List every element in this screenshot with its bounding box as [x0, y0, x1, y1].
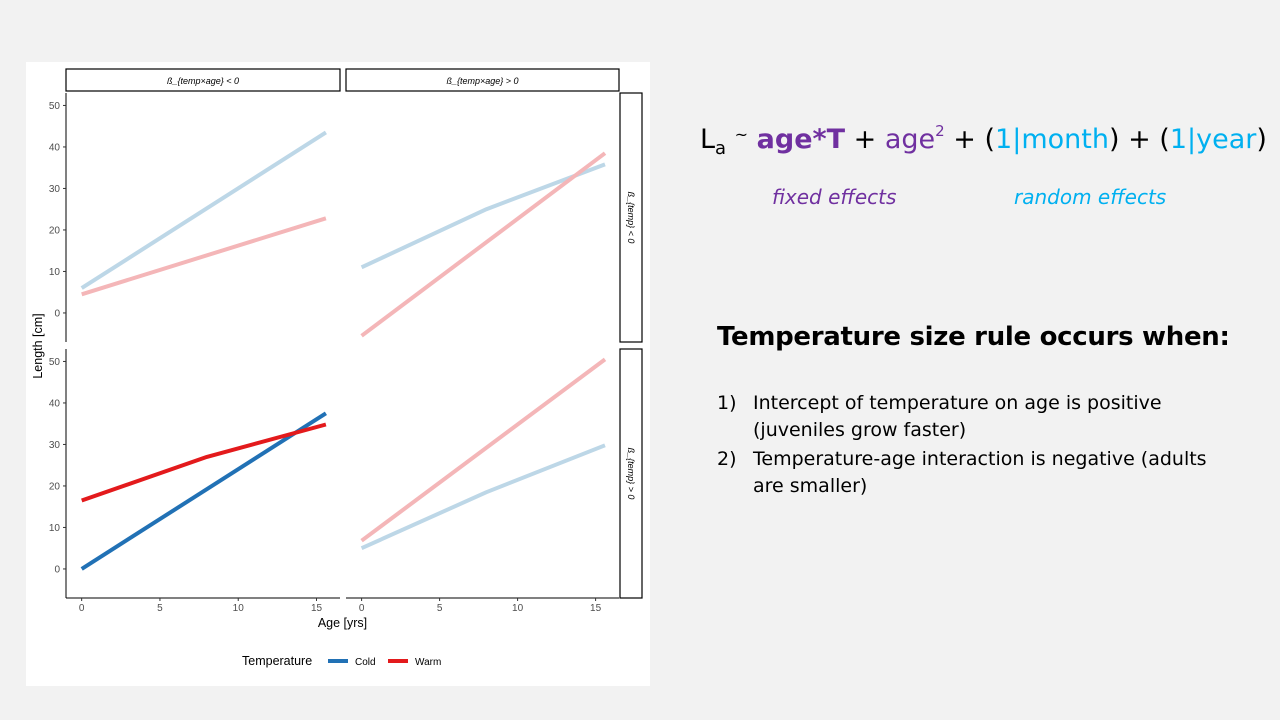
random-effects-label: random effects [1014, 185, 1167, 209]
y-tick-label: 10 [49, 267, 61, 278]
series-line-cold [360, 162, 606, 270]
formula-lhs-subscript: a [715, 138, 727, 159]
x-tick-label: 0 [359, 603, 365, 614]
y-tick-label: 20 [49, 481, 61, 492]
formula-quadratic-exponent: 2 [935, 122, 945, 140]
formula-fixed-interaction: age*T [756, 124, 846, 155]
legend-entry-label: Cold [355, 657, 376, 668]
chart-canvas: ß_{temp×age} < 0 ß_{temp×age} > 0 ß_{temp}… [31, 68, 643, 668]
series-line-cold [360, 443, 606, 551]
formula-random-year-name: year [1196, 124, 1257, 155]
formula-plus-3: ) + ( [1108, 124, 1170, 155]
rule-heading: Temperature size rule occurs when: [717, 322, 1230, 352]
y-tick-label: 10 [49, 523, 61, 534]
formula-random-month-name: month [1021, 124, 1109, 155]
y-tick-label: 50 [49, 101, 61, 112]
rule-item: 1) Intercept of temperature on age is po… [717, 390, 1237, 444]
formula-tilde: ~ [734, 125, 749, 144]
y-tick-label: 20 [49, 225, 61, 236]
formula-close: ) [1256, 124, 1267, 155]
y-tick-label: 50 [49, 357, 61, 368]
legend-title: Temperature [242, 654, 312, 668]
rule-item-number: 1) [717, 392, 737, 414]
facet-column-strip [65, 68, 341, 92]
y-tick-label: 30 [49, 184, 61, 195]
formula-fixed-quadratic: age [884, 124, 936, 155]
series-line-warm [81, 216, 327, 297]
series-line-warm [81, 422, 327, 503]
y-tick-label: 0 [54, 564, 60, 575]
x-tick-label: 15 [590, 603, 602, 614]
x-tick-label: 5 [157, 603, 163, 614]
rule-item-number: 2) [717, 448, 737, 470]
legend-entry-label: Warm [415, 657, 441, 668]
facet-row-strip [619, 92, 643, 343]
x-tick-label: 10 [233, 603, 245, 614]
series-line-warm [360, 357, 607, 543]
x-axis-title: Age [yrs] [318, 616, 367, 630]
rule-item-text: Intercept of temperature on age is posit… [753, 392, 1162, 441]
series-line-cold [80, 130, 327, 290]
x-tick-label: 5 [437, 603, 443, 614]
y-tick-label: 30 [49, 440, 61, 451]
rule-list: 1) Intercept of temperature on age is po… [717, 390, 1237, 502]
model-formula: La ~ age*T + age2 + (1|month) + (1|year) [700, 122, 1267, 159]
formula-random-year-one: 1 [1169, 124, 1188, 155]
y-axis-title: Length [cm] [31, 313, 45, 378]
facet-column-strip [345, 68, 620, 92]
x-tick-label: 0 [79, 603, 85, 614]
facet-column-label: ß_{temp×age} < 0 [167, 76, 239, 86]
series-line-cold [80, 411, 327, 571]
facet-row-label: ß_{temp} > 0 [626, 448, 636, 500]
rule-item-text: Temperature-age interaction is negative … [753, 448, 1207, 497]
series-line-warm [360, 151, 607, 338]
formula-plus-1: + [845, 124, 885, 155]
x-tick-label: 10 [512, 603, 524, 614]
y-tick-label: 40 [49, 142, 61, 153]
y-tick-label: 0 [54, 308, 60, 319]
formula-random-year-bar: | [1187, 124, 1197, 155]
x-tick-label: 15 [311, 603, 323, 614]
faceted-line-chart: ß_{temp×age} < 0 ß_{temp×age} > 0 ß_{temp}… [26, 62, 650, 686]
rule-item: 2) Temperature-age interaction is negati… [717, 446, 1237, 500]
formula-plus-2: + ( [944, 124, 996, 155]
y-tick-label: 40 [49, 398, 61, 409]
formula-random-month-bar: | [1012, 124, 1022, 155]
facet-column-label: ß_{temp×age} > 0 [446, 76, 518, 86]
fixed-effects-label: fixed effects [772, 185, 897, 209]
facet-row-strip [619, 348, 643, 599]
facet-row-label: ß_{temp} < 0 [626, 192, 636, 244]
formula-lhs: L [700, 124, 716, 155]
formula-random-month-one: 1 [995, 124, 1013, 155]
